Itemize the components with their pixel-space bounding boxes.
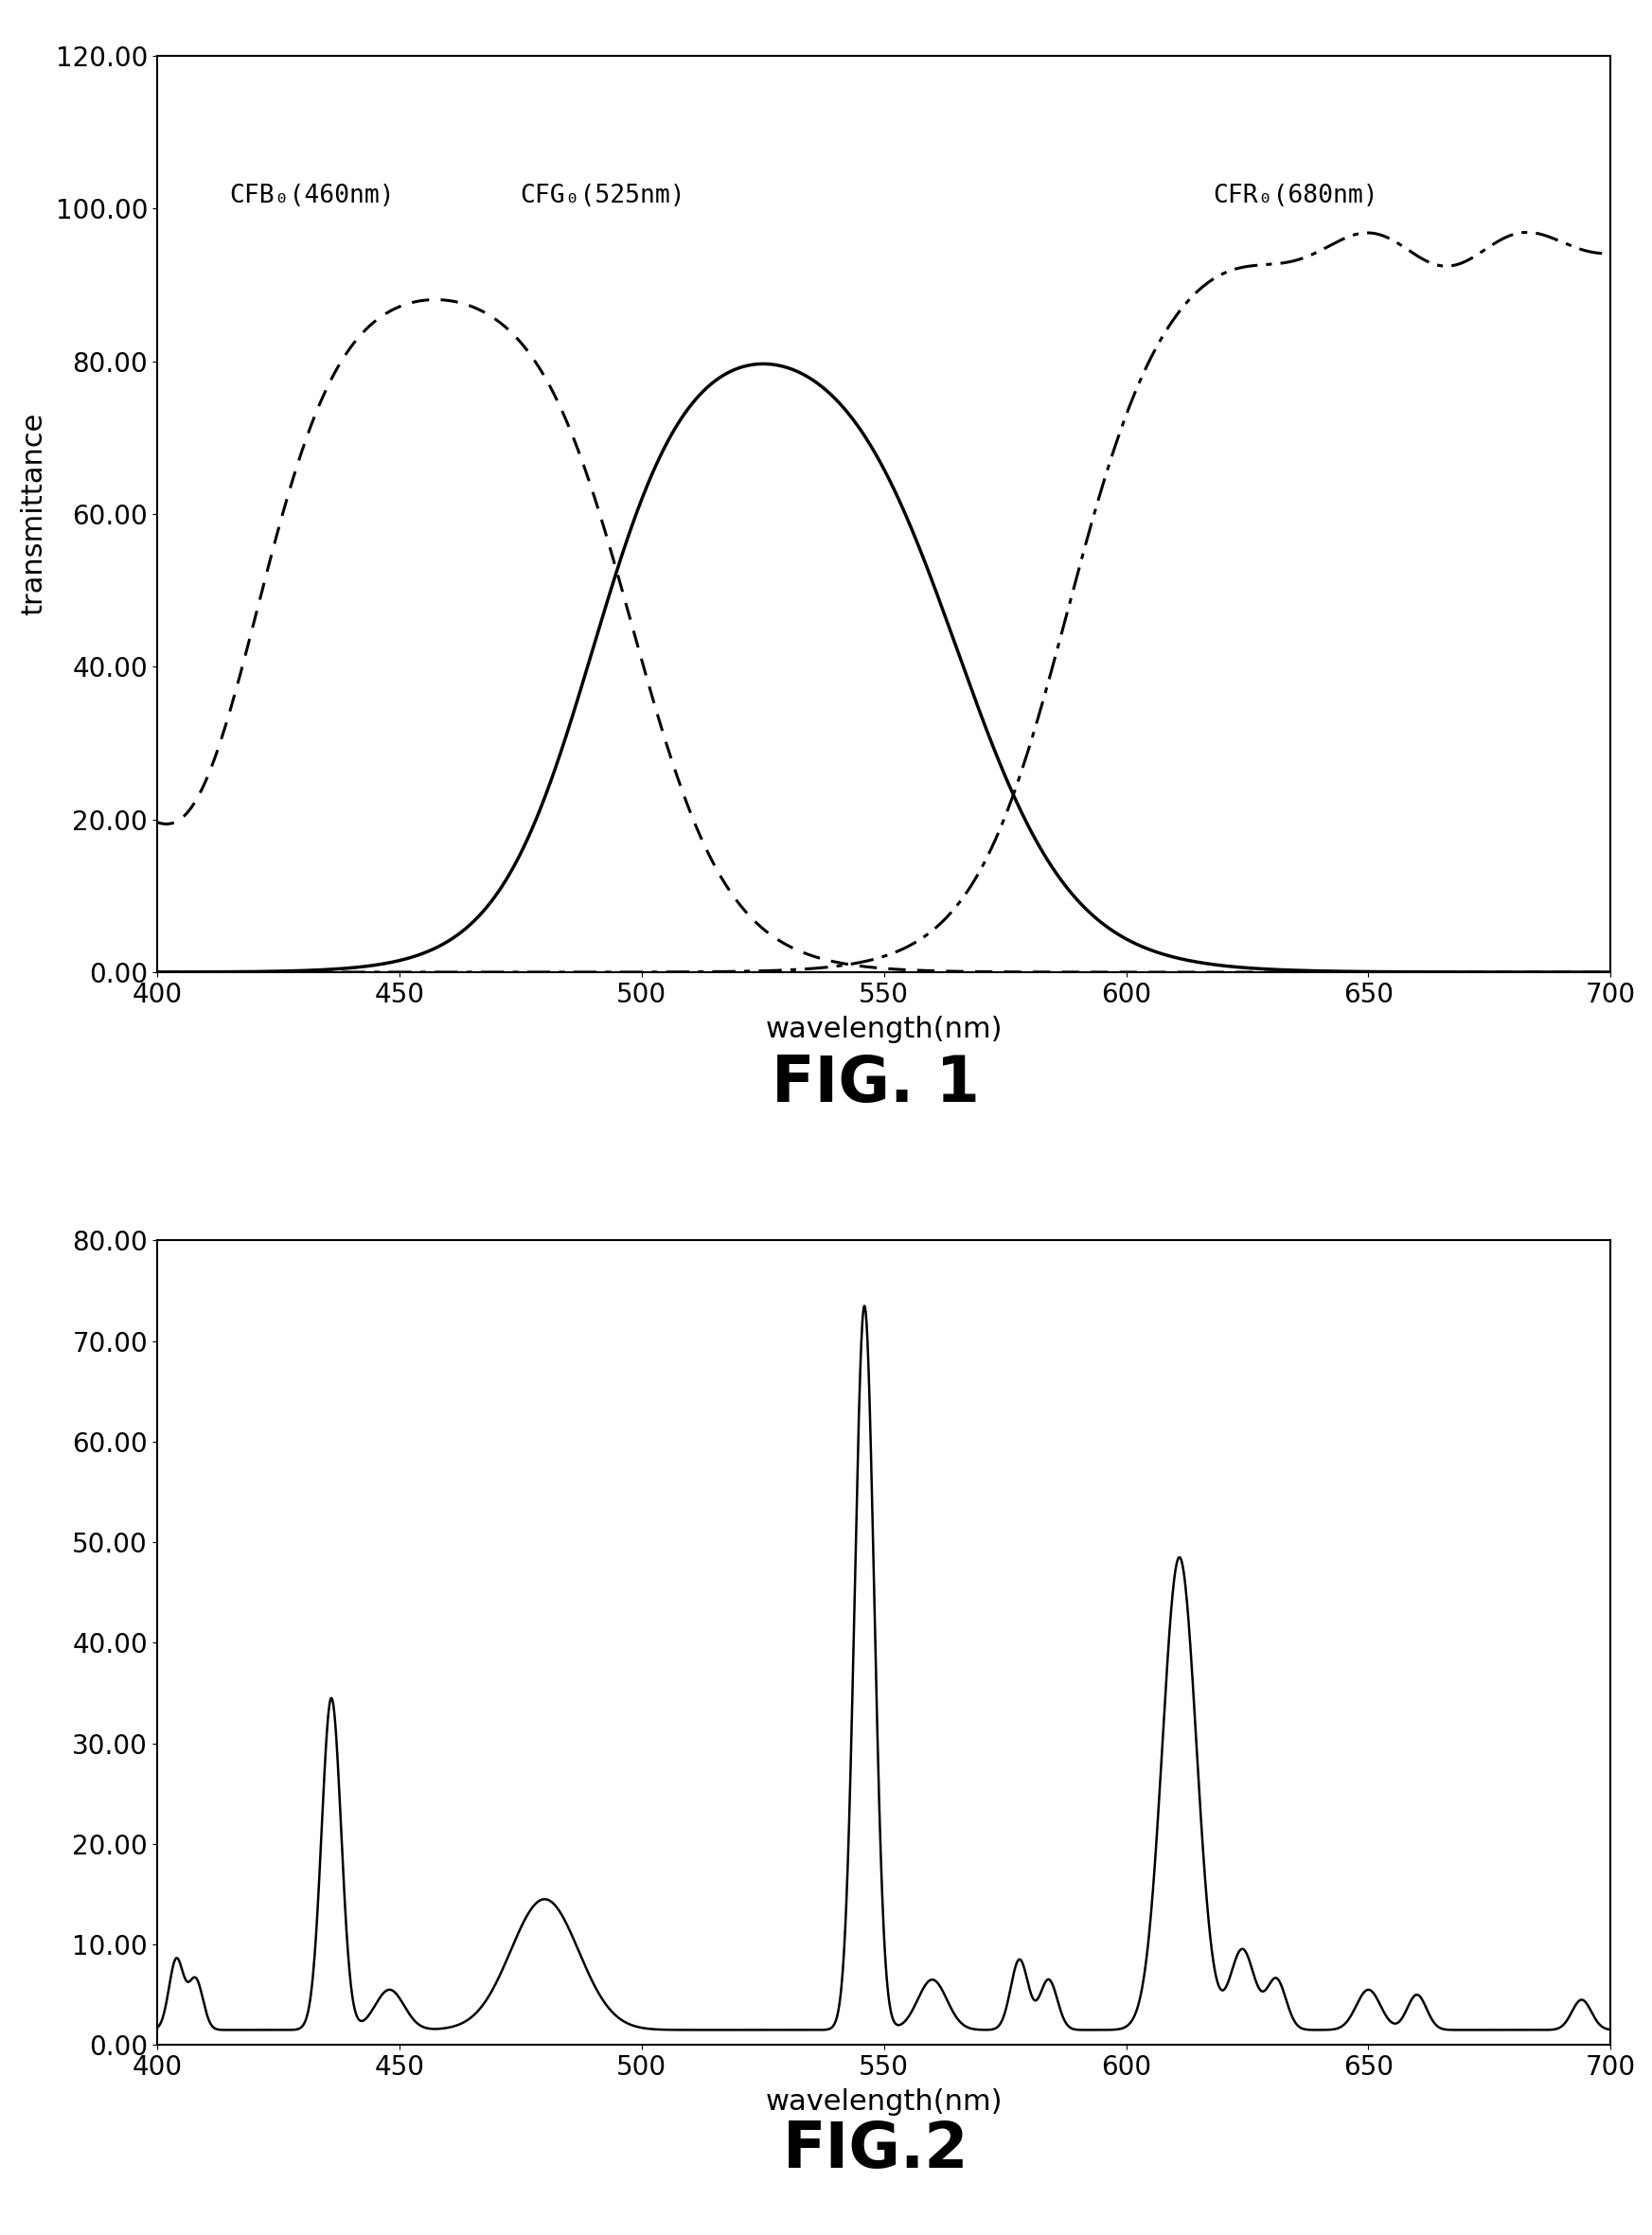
X-axis label: wavelength(nm): wavelength(nm) [765, 2090, 1003, 2117]
Text: CFB₀(460nm): CFB₀(460nm) [230, 183, 395, 208]
Text: FIG. 1: FIG. 1 [771, 1053, 980, 1115]
Y-axis label: transmittance: transmittance [20, 413, 48, 615]
X-axis label: wavelength(nm): wavelength(nm) [765, 1017, 1003, 1044]
Text: CFR₀(680nm): CFR₀(680nm) [1213, 183, 1379, 208]
Text: FIG.2: FIG.2 [783, 2119, 968, 2181]
Text: CFG₀(525nm): CFG₀(525nm) [520, 183, 686, 208]
